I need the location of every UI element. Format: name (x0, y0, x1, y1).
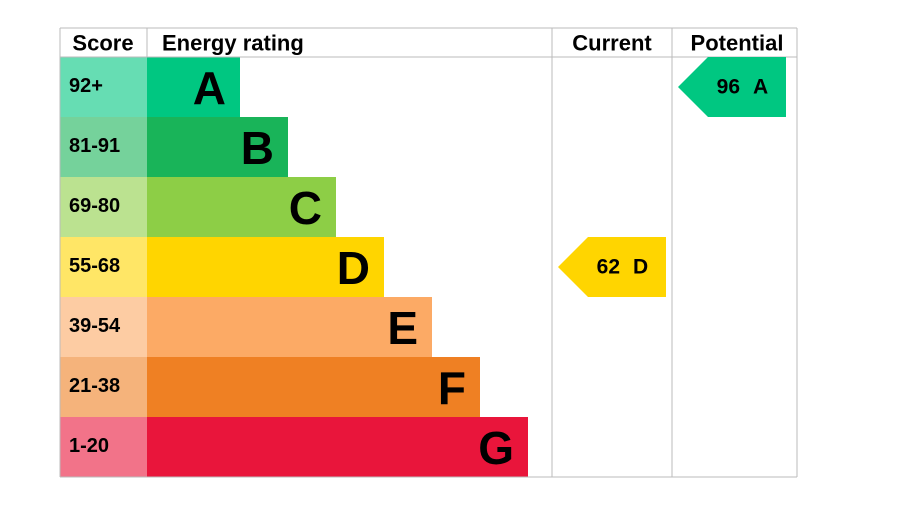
score-label: 1-20 (69, 435, 109, 457)
header-score: Score (72, 31, 133, 56)
rating-bar (147, 417, 528, 477)
score-cell (60, 237, 147, 297)
score-cell (60, 57, 147, 117)
current-letter: D (633, 256, 648, 279)
rating-letter: F (438, 362, 466, 414)
score-label: 55-68 (69, 255, 120, 277)
rating-letter: G (478, 422, 514, 474)
rating-letter: B (241, 122, 274, 174)
score-cell (60, 417, 147, 477)
rating-bar (147, 177, 336, 237)
rating-bar (147, 57, 240, 117)
score-label: 69-80 (69, 195, 120, 217)
current-value: 62 (597, 256, 620, 279)
rating-bar (147, 237, 384, 297)
score-cell (60, 177, 147, 237)
rating-bar (147, 357, 480, 417)
potential-value: 96 (717, 76, 740, 99)
rating-bar (147, 117, 288, 177)
potential-arrow (678, 57, 786, 117)
score-label: 92+ (69, 75, 103, 97)
header-current: Current (572, 31, 652, 56)
score-cell (60, 357, 147, 417)
score-label: 39-54 (69, 315, 121, 337)
score-cell (60, 117, 147, 177)
rating-letter: C (289, 182, 322, 234)
rating-letter: D (337, 242, 370, 294)
score-cell (60, 297, 147, 357)
potential-letter: A (753, 76, 768, 99)
header-rating: Energy rating (162, 31, 304, 56)
header-potential: Potential (691, 31, 784, 56)
rating-letter: E (387, 302, 418, 354)
score-label: 81-91 (69, 135, 120, 157)
rating-bar (147, 297, 432, 357)
current-arrow (558, 237, 666, 297)
rating-letter: A (193, 62, 226, 114)
score-label: 21-38 (69, 375, 120, 397)
